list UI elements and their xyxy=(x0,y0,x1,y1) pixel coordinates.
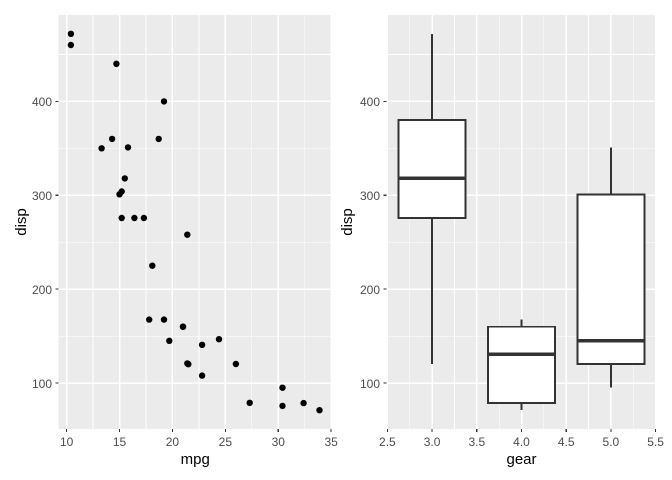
data-point xyxy=(116,191,123,198)
x-tick-label: 5.0 xyxy=(602,434,620,449)
data-point xyxy=(279,402,286,410)
boxplot-x-axis-title: gear xyxy=(506,451,537,468)
x-tick-label: 30 xyxy=(271,434,285,449)
data-point xyxy=(155,135,162,143)
y-tick-label: 100 xyxy=(359,376,380,391)
data-point xyxy=(166,337,173,344)
x-tick-label: 5.5 xyxy=(647,434,664,449)
y-tick-label: 300 xyxy=(359,188,380,203)
grid-major xyxy=(58,15,332,429)
axis-tick-marks xyxy=(383,100,657,433)
y-tick-label: 200 xyxy=(31,282,52,297)
data-point xyxy=(232,360,240,368)
x-tick-label: 10 xyxy=(59,434,74,449)
boxplot-y-axis-title: disp xyxy=(339,208,356,236)
x-tick-label: 15 xyxy=(112,434,127,449)
x-tick-label: 4.0 xyxy=(513,434,530,449)
data-point xyxy=(215,336,223,343)
y-tick-label: 200 xyxy=(359,282,380,297)
data-point xyxy=(160,98,168,105)
data-point xyxy=(118,214,125,222)
data-point xyxy=(113,60,120,67)
data-point xyxy=(124,144,132,151)
axis-tick-marks xyxy=(55,100,332,433)
data-point xyxy=(108,135,116,143)
y-tick-label: 300 xyxy=(31,188,52,203)
data-point xyxy=(146,316,153,323)
data-point xyxy=(67,30,75,37)
boxplot-figure: disp gear 2.5 3.0 3.5 4.0 4.5 5.0 5.5 100 200 300… xyxy=(336,0,672,480)
x-tick-label: 4.5 xyxy=(557,434,575,449)
data-point xyxy=(300,399,307,407)
data-point xyxy=(67,41,75,49)
boxplot-box xyxy=(397,119,467,219)
scatter-figure: disp mpg 10 15 20 25 30 35 100 200 300 400 xyxy=(13,15,338,468)
grid-minor xyxy=(58,15,332,429)
data-point xyxy=(160,316,168,323)
scatter-x-axis-title: mpg xyxy=(180,451,210,468)
x-tick-label: 3.5 xyxy=(468,434,486,449)
data-point xyxy=(140,214,148,222)
data-point xyxy=(179,323,187,330)
boxplot-boxes xyxy=(397,33,646,411)
boxplot-plot-svg xyxy=(383,15,657,433)
data-point xyxy=(121,175,128,182)
panel-background xyxy=(58,15,332,429)
boxplot-box xyxy=(487,325,556,404)
data-point xyxy=(246,399,253,406)
data-point xyxy=(279,384,286,391)
x-tick-label: 35 xyxy=(324,434,338,449)
x-tick-label: 20 xyxy=(165,434,180,449)
boxplot-box xyxy=(576,193,646,365)
data-point xyxy=(98,145,105,152)
scatter-plot-svg xyxy=(55,15,332,433)
data-point xyxy=(198,372,206,379)
data-point xyxy=(149,262,156,269)
y-tick-label: 400 xyxy=(31,94,52,109)
data-point xyxy=(316,407,323,414)
y-tick-label: 400 xyxy=(359,94,380,109)
scatter-points xyxy=(67,30,323,414)
data-point xyxy=(184,360,191,367)
data-point xyxy=(184,231,191,238)
y-tick-label: 100 xyxy=(31,376,52,391)
data-point xyxy=(131,214,138,222)
data-point xyxy=(198,341,206,348)
x-tick-label: 25 xyxy=(218,434,233,449)
scatter-y-axis-title: disp xyxy=(13,208,30,236)
x-tick-label: 2.5 xyxy=(379,434,396,449)
x-tick-label: 3.0 xyxy=(423,434,441,449)
